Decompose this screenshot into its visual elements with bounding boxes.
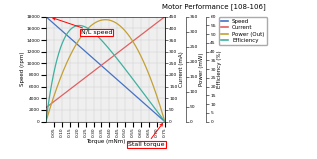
Y-axis label: Current (mA): Current (mA)	[179, 51, 184, 87]
Power (Out)	[104, 19, 107, 21]
Power (Out)	[163, 121, 167, 123]
Speed	[83, 50, 87, 52]
Y-axis label: Power (mW): Power (mW)	[199, 52, 204, 86]
Power (Out)	[131, 40, 134, 42]
Current	[83, 77, 87, 79]
Line: Speed: Speed	[46, 17, 165, 122]
Speed	[119, 82, 123, 84]
Efficiency	[130, 77, 134, 79]
Power (Out)	[130, 39, 134, 41]
Power (Out)	[58, 78, 62, 80]
Current	[130, 41, 134, 43]
Current	[91, 71, 95, 73]
Efficiency	[131, 78, 134, 80]
Efficiency	[44, 121, 48, 123]
Efficiency	[58, 48, 62, 49]
Speed	[44, 16, 48, 18]
Y-axis label: Efficiency (%): Efficiency (%)	[217, 50, 223, 88]
Power (Out)	[83, 31, 87, 33]
Y-axis label: Speed (rpm): Speed (rpm)	[20, 52, 25, 86]
Current	[163, 16, 167, 18]
Text: Motor Performance [108-106]: Motor Performance [108-106]	[162, 4, 265, 10]
Speed	[58, 28, 62, 30]
Efficiency	[119, 63, 123, 65]
Speed	[163, 121, 167, 123]
Speed	[130, 91, 134, 93]
X-axis label: Torque (mNm): Torque (mNm)	[86, 139, 125, 144]
Power (Out)	[91, 23, 95, 25]
Speed	[131, 92, 134, 94]
Line: Current: Current	[46, 17, 165, 108]
Efficiency	[91, 31, 95, 33]
Efficiency	[77, 24, 81, 26]
Line: Efficiency: Efficiency	[46, 25, 165, 122]
Current	[44, 107, 48, 109]
Current	[119, 49, 123, 51]
Current	[131, 41, 134, 42]
Efficiency	[163, 121, 167, 123]
Speed	[91, 57, 95, 59]
Efficiency	[83, 26, 87, 28]
Line: Power (Out): Power (Out)	[46, 20, 165, 122]
Text: Stall torque: Stall torque	[128, 124, 165, 147]
Text: N/L speed: N/L speed	[53, 17, 112, 35]
Power (Out)	[44, 121, 48, 123]
Power (Out)	[119, 26, 123, 28]
Current	[58, 96, 62, 98]
Legend: Speed, Current, Power (Out), Efficiency: Speed, Current, Power (Out), Efficiency	[219, 17, 267, 45]
